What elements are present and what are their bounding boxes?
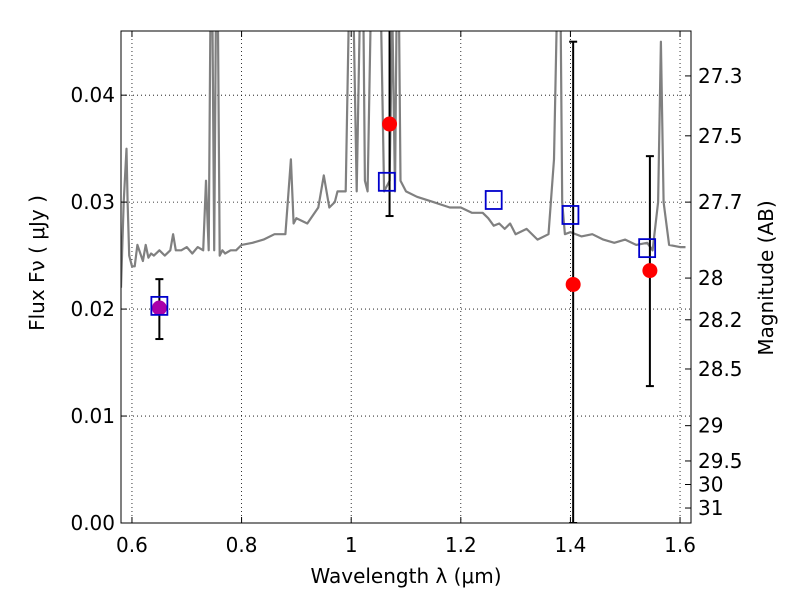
y-tick-label: 0.03 [70,190,115,214]
x-tick-label: 1.2 [445,533,477,557]
model-spectrum [121,31,686,288]
model-point [561,205,580,225]
spectrum-line [121,31,686,288]
right-tick-label: 28.5 [698,357,743,381]
plot-frame [120,30,692,524]
model-point [377,171,396,192]
right-tick-label: 29 [698,414,723,438]
y-tick-label: 0.01 [70,404,115,428]
y-tick-label: 0.04 [70,83,115,107]
y-axis-label: Flux Fν ( μJy ) [25,195,49,331]
right-tick-label: 29.5 [698,449,743,473]
observed-point [565,276,581,292]
plot-area [121,31,686,523]
right-tick-label: 27.7 [698,190,743,214]
y-tick-label: 0.00 [70,511,115,535]
y-tick-label: 0.02 [70,297,115,321]
x-axis-ticks: 0.6 0.8 1 1.2 1.4 1.6 [116,31,696,557]
right-tick-label: 27.5 [698,124,743,148]
observed-point [151,300,167,316]
model-point [150,295,169,316]
x-tick-label: 0.8 [226,533,258,557]
right-tick-label: 28.2 [698,308,743,332]
model-point [484,190,503,210]
model-points [150,171,657,316]
x-tick-label: 1 [345,533,358,557]
right-tick-label: 28 [698,266,723,290]
y-axis-ticks: 0.00 0.01 0.02 0.03 0.04 [70,83,127,535]
x-axis-label: Wavelength λ (μm) [310,564,501,588]
right-tick-label: 30 [698,472,723,496]
observed-point [382,116,398,132]
model-point [638,238,657,259]
observed-points [151,116,658,316]
right-tick-label: 31 [698,496,723,520]
right-tick-label: 27.3 [698,64,743,88]
x-tick-label: 1.4 [555,533,587,557]
observed-point [642,263,658,279]
x-tick-label: 1.6 [664,533,696,557]
x-tick-label: 0.6 [116,533,148,557]
right-axis-label: Magnitude (AB) [754,200,778,355]
